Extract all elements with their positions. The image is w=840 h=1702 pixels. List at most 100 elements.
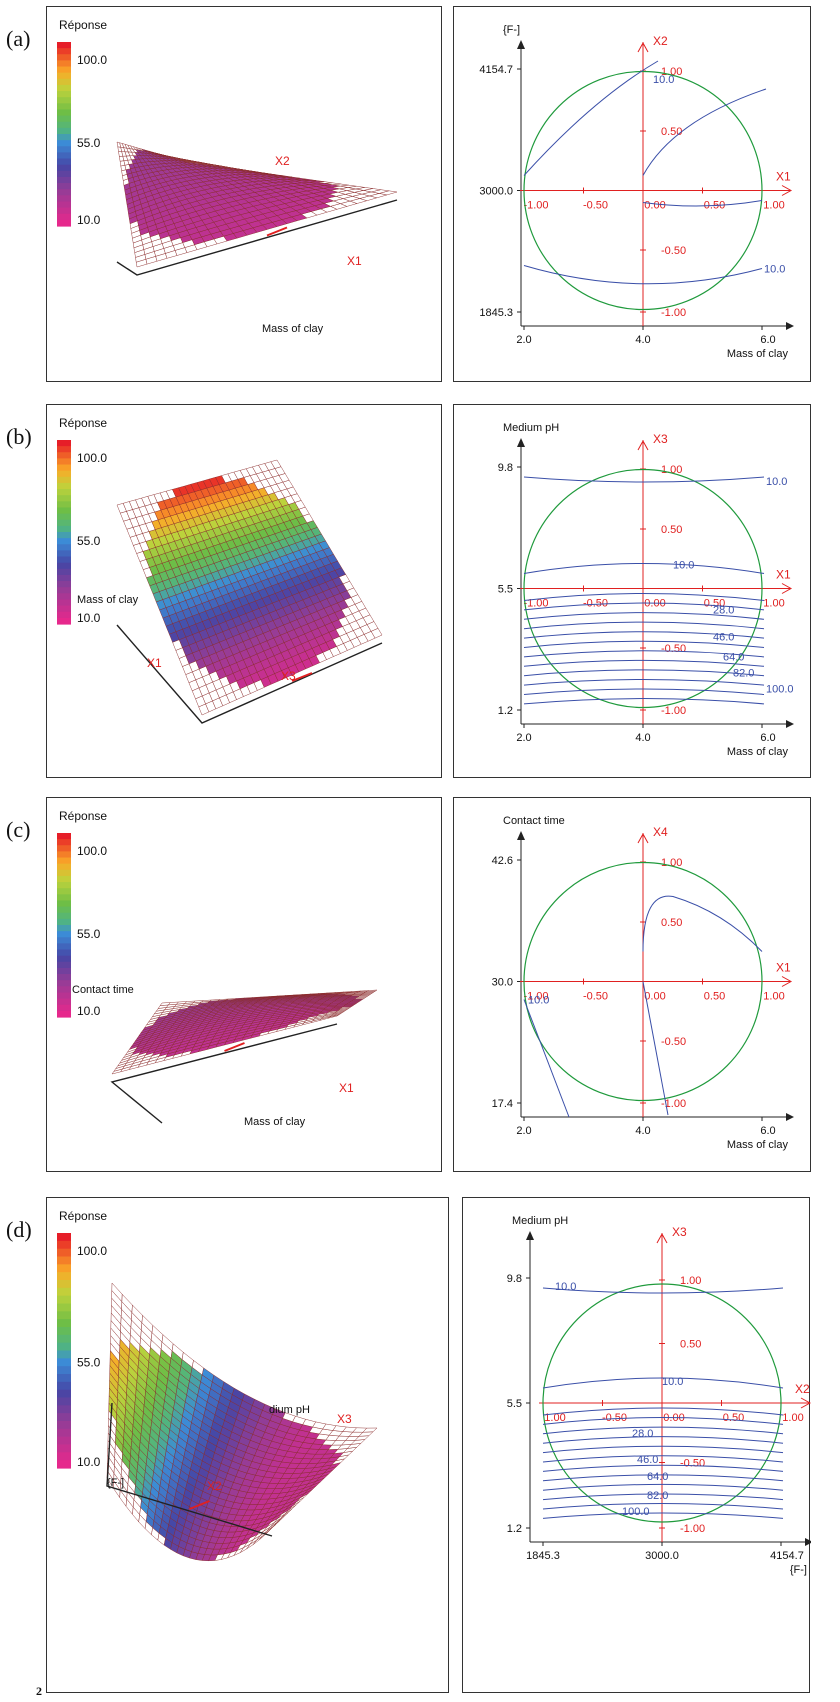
surface-plot-svg: Réponse 100.0 55.0 10.0 X2 X3 {F-] dium pH — [57, 1209, 378, 1562]
colorbar-segment — [57, 1240, 71, 1250]
colorbar-segment — [57, 931, 71, 938]
colorbar-tick-label: 100.0 — [77, 1244, 107, 1258]
colorbar-segment — [57, 593, 71, 601]
colorbar-segment — [57, 1311, 71, 1320]
colorbar-segment — [57, 863, 71, 871]
colorbar-segment — [57, 48, 71, 55]
colorbar-segment — [57, 1460, 71, 1469]
colorbar-segment — [57, 1272, 71, 1281]
colorbar-segment — [57, 458, 71, 466]
colorbar-segment — [57, 532, 71, 539]
coded-v-label: X3 — [653, 432, 668, 446]
design-circle — [542, 1283, 782, 1523]
colorbar-segment — [57, 78, 71, 86]
y-axis-arrow — [517, 831, 525, 840]
surface-axis-line — [189, 1500, 210, 1510]
colorbar-segment — [57, 519, 71, 527]
contour-level-label: 28.0 — [713, 605, 734, 617]
colorbar-segment — [57, 1248, 71, 1258]
contour-line — [523, 621, 765, 630]
legend-title: Réponse — [59, 416, 107, 430]
colorbar-segment — [57, 66, 71, 74]
colorbar-segment — [57, 1428, 71, 1438]
surface-mesh-cell — [184, 160, 196, 164]
coded-h-tick-label: 0.50 — [704, 991, 725, 1003]
surface-axis-line — [291, 672, 313, 682]
coded-v-tick-label: 1.00 — [661, 857, 682, 869]
surface-base-frame — [110, 1023, 338, 1124]
contour-y-tick-label: 5.5 — [507, 1398, 522, 1410]
contour-x-tick-label: 4.0 — [635, 732, 650, 744]
colorbar-segment — [57, 617, 71, 625]
coded-v-tick-label: -1.00 — [680, 1523, 705, 1535]
colorbar-segment — [57, 967, 71, 975]
contour-plot-svg: Contact time 42.6 30.0 17.4 2.0 4.0 6.0 Mass of… — [492, 815, 794, 1151]
colorbar-segment — [57, 54, 71, 61]
contour-y-tick-label: 17.4 — [492, 1098, 513, 1110]
colorbar-tick-label: 10.0 — [77, 213, 101, 227]
colorbar-segment — [57, 127, 71, 135]
colorbar-segment — [57, 1264, 71, 1273]
contour-plot-panel: Medium pH 9.8 5.5 1.2 1845.3 3000.0 4154.7 {F-]… — [462, 1197, 811, 1693]
surface-plot-panel: Réponse 100.0 55.0 10.0 X1 X3 Mass of clay — [46, 404, 442, 778]
contour-line — [523, 650, 765, 658]
contour-level-label: 10.0 — [653, 74, 674, 86]
colorbar-segment — [57, 489, 71, 496]
coded-h-tick-label: 1.00 — [763, 991, 784, 1003]
contour-level-label: 100.0 — [622, 1506, 650, 1518]
coded-v-tick-label: 1.00 — [661, 464, 682, 476]
colorbar-segment — [57, 42, 71, 49]
colorbar-segment — [57, 152, 71, 160]
colorbar-segment — [57, 1405, 71, 1414]
contour-line — [642, 200, 763, 207]
colorbar-tick-label: 55.0 — [77, 534, 101, 548]
colorbar-segment — [57, 882, 71, 889]
colorbar-segment — [57, 538, 71, 545]
coded-h-label: X1 — [776, 568, 791, 582]
contour-x-title: Mass of clay — [727, 1139, 789, 1151]
colorbar-segment — [57, 1295, 71, 1305]
colorbar-segment — [57, 84, 71, 92]
coded-h-tick-label: 0.50 — [723, 1412, 744, 1424]
contour-x-tick-label: 6.0 — [760, 334, 775, 346]
contour-line — [523, 688, 765, 695]
contour-x-tick-label: 2.0 — [516, 732, 531, 744]
colorbar-segment — [57, 998, 71, 1006]
coded-v-tick-label: 1.00 — [680, 1275, 701, 1287]
coded-v-tick-label: 0.50 — [661, 917, 682, 929]
contour-level-label: 10.0 — [764, 264, 785, 276]
colorbar-segment — [57, 501, 71, 509]
contour-line — [523, 631, 765, 639]
colorbar-tick-label: 10.0 — [77, 1455, 101, 1469]
colorbar-segment — [57, 201, 71, 209]
contour-x-tick-label: 4154.7 — [770, 1550, 804, 1562]
colorbar-segment — [57, 556, 71, 564]
colorbar-segment — [57, 888, 71, 895]
surface-axis-label: X1 — [347, 254, 362, 268]
contour-x-tick-label: 6.0 — [760, 732, 775, 744]
colorbar-segment — [57, 1413, 71, 1422]
design-circle — [523, 70, 763, 311]
contour-line — [542, 1455, 784, 1463]
colorbar-segment — [57, 1010, 71, 1018]
colorbar-segment — [57, 925, 71, 932]
surface-extra-label: Contact time — [72, 984, 134, 996]
colorbar-segment — [57, 109, 71, 117]
y-axis-arrow — [526, 1231, 534, 1240]
contour-line — [542, 1407, 784, 1416]
coded-h-label: X1 — [776, 170, 791, 184]
contour-level-label: 82.0 — [733, 668, 754, 680]
colorbar-segment — [57, 525, 71, 533]
design-circle — [523, 861, 763, 1102]
surface-plot-panel: Réponse 100.0 55.0 10.0 X1 Mass of clay Contac… — [46, 797, 442, 1172]
contour-x-tick-label: 4.0 — [635, 334, 650, 346]
surface-axis-line — [266, 226, 288, 237]
surface-plot-svg: Réponse 100.0 55.0 10.0 X2 X1 Mass of clay — [57, 18, 398, 335]
colorbar-segment — [57, 476, 71, 484]
contour-level-label: 10.0 — [766, 476, 787, 488]
contour-line — [523, 563, 765, 574]
colorbar-segment — [57, 918, 71, 926]
y-axis-arrow — [517, 438, 525, 447]
colorbar-segment — [57, 599, 71, 607]
colorbar-segment — [57, 1233, 71, 1242]
